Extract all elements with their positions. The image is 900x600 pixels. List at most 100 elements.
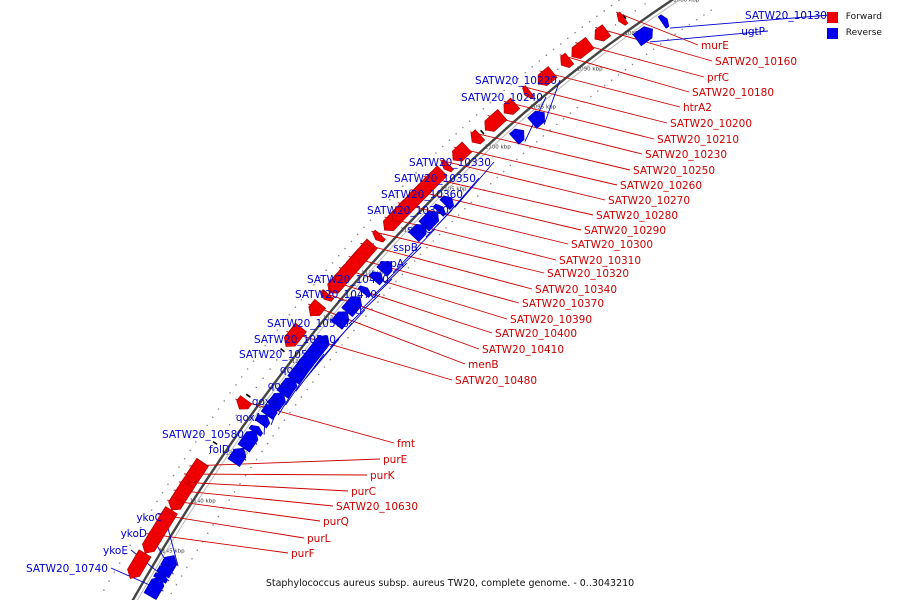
- gc-dot: [300, 298, 303, 301]
- reverse-gene-label-ykoD: ykoD: [121, 528, 147, 540]
- reverse-gene-qoxB[interactable]: [254, 414, 271, 429]
- gc-dot: [475, 114, 478, 116]
- gc-dot: [317, 373, 320, 376]
- gc-dot: [156, 500, 158, 503]
- reverse-gene-folD[interactable]: [227, 447, 247, 468]
- map-caption: Staphylococcus aureus subsp. aureus TW20…: [265, 578, 635, 589]
- tick-label: 1100 kbp: [485, 144, 511, 150]
- reverse-gene-ugtP[interactable]: [632, 26, 653, 47]
- gc-dot: [448, 139, 451, 141]
- gc-dot: [246, 368, 249, 370]
- gc-dot: [180, 575, 183, 577]
- forward-gene-purQ[interactable]: [168, 495, 185, 511]
- leader-line: [487, 115, 643, 155]
- reverse-gene-sspA[interactable]: [357, 285, 372, 299]
- gc-dot: [529, 146, 531, 149]
- reverse-gene-SATW20_10130[interactable]: [657, 14, 670, 29]
- forward-gene-SATW20_10160[interactable]: [594, 24, 612, 42]
- reverse-gene-SATW20_10740[interactable]: [143, 576, 165, 600]
- leader-line: [503, 100, 655, 140]
- gc-dot: [228, 499, 230, 501]
- forward-gene-block-4[interactable]: [127, 549, 152, 579]
- gc-dot: [415, 171, 417, 174]
- tick-minor: [644, 3, 646, 5]
- gc-dot: [538, 60, 541, 62]
- gc-dot: [264, 344, 267, 347]
- gc-dot: [270, 336, 273, 339]
- backbone-shadow: [136, 0, 681, 600]
- reverse-gene-ykoD[interactable]: [156, 564, 173, 579]
- reverse-gene-block-0[interactable]: [287, 337, 328, 385]
- forward-gene-SATW20_10210[interactable]: [503, 97, 521, 115]
- gc-dots-track: [103, 0, 712, 595]
- gc-dot: [517, 77, 519, 80]
- reverse-gene-SATW20_10580[interactable]: [237, 430, 259, 453]
- tick-minor: [222, 433, 224, 435]
- gc-dot: [477, 195, 479, 197]
- forward-gene-SATW20_10250[interactable]: [470, 129, 486, 145]
- forward-gene-label-SATW20_10180: SATW20_10180: [692, 87, 774, 99]
- forward-gene-SATW20_10180[interactable]: [560, 52, 575, 68]
- forward-gene-SATW20_10320[interactable]: [372, 229, 386, 243]
- backbone-track: [131, 0, 681, 600]
- gc-dot: [581, 26, 584, 29]
- reverse-gene-label-SATW20_10240: SATW20_10240: [461, 92, 543, 104]
- forward-gene-SATW20_10260[interactable]: [452, 141, 473, 162]
- gc-dot: [556, 123, 558, 126]
- gc-dot: [389, 287, 391, 290]
- reverse-gene-sspC[interactable]: [376, 261, 393, 277]
- forward-gene-label-SATW20_10300: SATW20_10300: [571, 239, 653, 251]
- gc-dot: [335, 351, 338, 354]
- reverse-gene-SATW20_10470[interactable]: [330, 311, 350, 330]
- gc-dot: [464, 207, 466, 210]
- forward-gene-SATW20_10200[interactable]: [522, 85, 535, 99]
- forward-gene-block-3[interactable]: [328, 241, 376, 292]
- reverse-gene-sspB[interactable]: [368, 271, 384, 286]
- forward-gene-prfC[interactable]: [571, 36, 595, 60]
- leader-line: [521, 85, 668, 124]
- legend: Forward Reverse: [826, 9, 882, 41]
- forward-gene-label-SATW20_10320: SATW20_10320: [547, 268, 629, 280]
- gc-dot: [574, 31, 576, 34]
- leader-lines: [110, 11, 831, 592]
- reverse-gene-label-SATW20_10500: SATW20_10500: [267, 318, 349, 330]
- forward-gene-menB[interactable]: [308, 298, 327, 317]
- gc-dot: [283, 419, 286, 422]
- gc-dot: [377, 301, 379, 303]
- forward-gene-fmt[interactable]: [236, 395, 253, 410]
- forward-gene-SATW20_10480[interactable]: [283, 322, 307, 347]
- leader-line: [384, 216, 557, 261]
- gc-dot: [457, 214, 460, 216]
- forward-gene-block-0[interactable]: [142, 508, 177, 554]
- forward-gene-block-2[interactable]: [391, 165, 448, 222]
- forward-gene-murE[interactable]: [616, 11, 629, 26]
- gc-dot: [710, 9, 712, 11]
- gc-dot: [331, 262, 334, 264]
- forward-gene-SATW20_10270[interactable]: [440, 158, 455, 173]
- gc-dot: [470, 201, 473, 204]
- reverse-gene-SATW20_10240[interactable]: [509, 128, 525, 145]
- forward-gene-block-1[interactable]: [186, 458, 209, 484]
- tick-mark: [280, 347, 285, 353]
- gc-dot: [451, 220, 454, 223]
- reverse-gene-SATW20_10380[interactable]: [408, 224, 427, 243]
- reverse-gene-SATW20_10350[interactable]: [432, 203, 447, 217]
- reverse-gene-SATW20_10220[interactable]: [527, 110, 545, 129]
- gc-dot: [244, 474, 247, 477]
- forward-gene-SATW20_10410[interactable]: [320, 289, 335, 302]
- reverse-gene-label-SATW20_10510: SATW20_10510: [254, 334, 336, 346]
- reverse-gene-label-qoxA: qoxA: [236, 412, 263, 424]
- reverse-gene-SATW20_10330[interactable]: [439, 195, 455, 211]
- reverse-gene-qoxD[interactable]: [267, 392, 286, 412]
- gc-dot: [624, 68, 627, 71]
- gc-dot: [319, 276, 321, 279]
- gc-dot: [258, 352, 261, 355]
- gc-dot: [688, 23, 691, 26]
- gc-dot: [408, 178, 411, 181]
- forward-gene-htrA2[interactable]: [537, 66, 558, 87]
- reverse-gene-qoxC[interactable]: [260, 403, 278, 420]
- leader-line: [158, 513, 305, 539]
- leader-line: [559, 54, 690, 93]
- forward-gene-SATW20_10230[interactable]: [484, 109, 508, 132]
- reverse-gene-label-SATW20_10350: SATW20_10350: [394, 173, 476, 185]
